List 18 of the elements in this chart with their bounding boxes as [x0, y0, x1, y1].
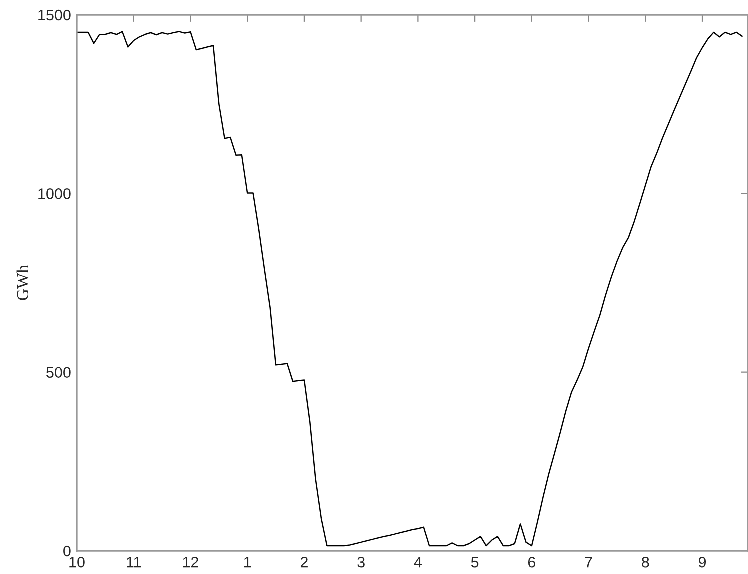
x-tick-label: 5 — [471, 557, 479, 568]
x-tick-label: 10 — [70, 556, 85, 568]
x-tick-label: 11 — [127, 557, 142, 568]
x-tick-label: 2 — [300, 556, 308, 568]
x-tick-label: 12 — [183, 556, 198, 568]
y-tick-label: 1000 — [38, 188, 71, 200]
x-tick-label: 4 — [414, 557, 422, 568]
x-tick-label: 7 — [585, 557, 592, 568]
y-axis-title: GWh — [16, 265, 29, 300]
x-tick-label: 6 — [528, 556, 536, 568]
line-series — [77, 31, 743, 547]
y-tick-label: 500 — [46, 367, 71, 378]
y-tick-label: 0 — [64, 546, 71, 557]
x-tick-label: 8 — [642, 556, 650, 568]
x-tick-label: 1 — [244, 557, 252, 568]
x-tick-label: 3 — [358, 556, 365, 568]
y-tick-label: 1500 — [38, 10, 71, 21]
x-tick-label: 9 — [698, 556, 706, 568]
